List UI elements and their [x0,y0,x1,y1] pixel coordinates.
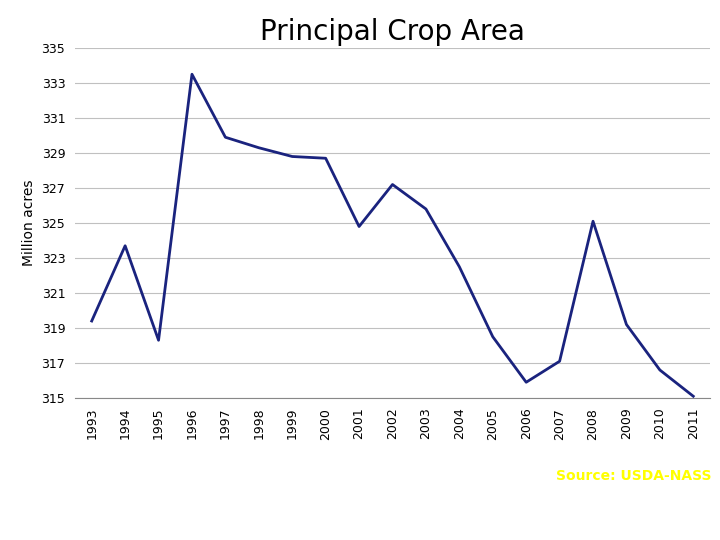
Text: Source: USDA-NASS: Source: USDA-NASS [556,469,711,483]
Y-axis label: Million acres: Million acres [22,180,36,266]
Text: Ag Decision Maker: Ag Decision Maker [564,510,711,524]
Text: Extension and Outreach/Department of Economics: Extension and Outreach/Department of Eco… [9,510,308,524]
Text: IOWA STATE UNIVERSITY: IOWA STATE UNIVERSITY [9,467,297,485]
Title: Principal Crop Area: Principal Crop Area [260,18,525,46]
